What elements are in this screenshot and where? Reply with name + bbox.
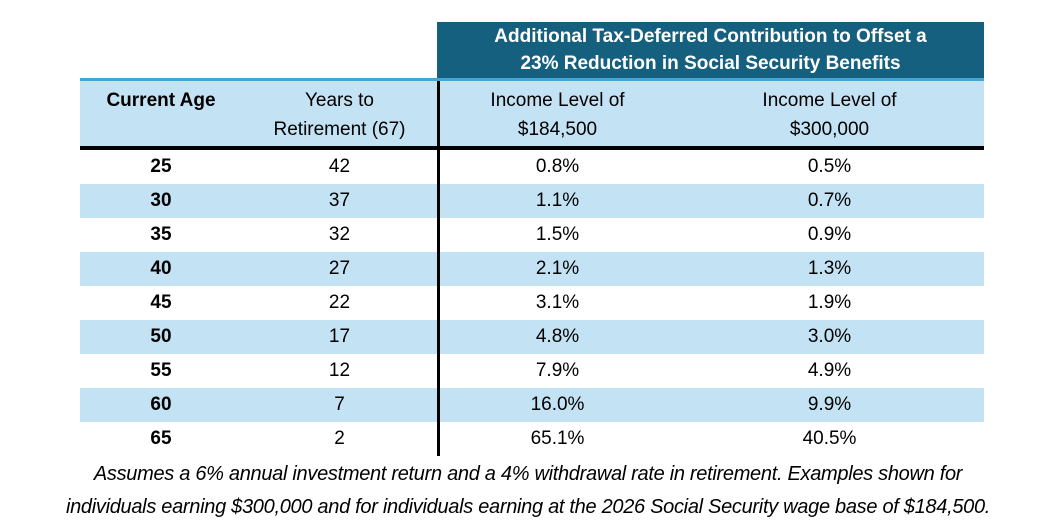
header-income1-line2: $184,500 (517, 119, 598, 140)
cell-income-184500: 1.5% (437, 218, 675, 252)
table-title-banner: Additional Tax-Deferred Contribution to … (437, 22, 984, 78)
cell-income-184500: 3.1% (437, 286, 675, 320)
cell-income-300000: 0.9% (807, 224, 852, 245)
table-row: 45 22 3.1% 1.9% (80, 286, 984, 320)
cell-years: 22 (328, 292, 351, 313)
cell-age: 65 (150, 428, 172, 449)
cell-age: 55 (150, 360, 172, 381)
cell-income-184500: 0.8% (437, 150, 675, 184)
cell-income-184500: 4.8% (437, 320, 675, 354)
banner-title-line1: Additional Tax-Deferred Contribution to … (494, 26, 927, 47)
cell-age: 60 (150, 394, 172, 415)
cell-age: 25 (150, 156, 172, 177)
cell-income-184500: 65.1% (437, 422, 675, 456)
cell-income-184500: 1.1% (437, 184, 675, 218)
table-row: 50 17 4.8% 3.0% (80, 320, 984, 354)
cell-income-300000: 4.9% (807, 360, 852, 381)
cell-years: 2 (334, 428, 345, 449)
table-body: 25 42 0.8% 0.5% 30 37 1.1% 0.7% 35 32 1.… (80, 150, 984, 456)
footnote-line1: Assumes a 6% annual investment return an… (93, 463, 963, 485)
header-years-line2: Retirement (67) (273, 119, 406, 140)
header-years-to-retirement: Years to Retirement (67) (242, 81, 437, 146)
cell-years: 32 (328, 224, 351, 245)
header-current-age: Current Age (106, 90, 216, 111)
cell-age: 40 (150, 258, 172, 279)
cell-income-184500: 7.9% (437, 354, 675, 388)
cell-income-300000: 0.5% (807, 156, 852, 177)
banner-title-line2: 23% Reduction in Social Security Benefit… (520, 53, 901, 74)
table-row: 65 2 65.1% 40.5% (80, 422, 984, 456)
cell-age: 45 (150, 292, 172, 313)
table-row: 60 7 16.0% 9.9% (80, 388, 984, 422)
cell-years: 7 (334, 394, 345, 415)
footnote: Assumes a 6% annual investment return an… (0, 458, 1056, 520)
cell-years: 12 (328, 360, 351, 381)
header-income2-line2: $300,000 (789, 119, 870, 140)
banner-row: Additional Tax-Deferred Contribution to … (80, 22, 984, 78)
cell-income-300000: 1.3% (807, 258, 852, 279)
table-row: 55 12 7.9% 4.9% (80, 354, 984, 388)
cell-age: 30 (150, 190, 172, 211)
header-income-300000: Income Level of $300,000 (675, 81, 984, 146)
cell-years: 37 (328, 190, 351, 211)
header-income1-line1: Income Level of (490, 90, 625, 111)
cell-income-300000: 0.7% (807, 190, 852, 211)
cell-income-184500: 2.1% (437, 252, 675, 286)
cell-income-300000: 40.5% (802, 428, 857, 449)
table-header-row: Current Age Years to Retirement (67) Inc… (80, 78, 984, 150)
table-row: 30 37 1.1% 0.7% (80, 184, 984, 218)
footnote-line2: individuals earning $300,000 and for ind… (65, 496, 991, 518)
table-row: 25 42 0.8% 0.5% (80, 150, 984, 184)
header-years-line1: Years to (304, 90, 374, 111)
contribution-table: Additional Tax-Deferred Contribution to … (80, 22, 984, 456)
header-income2-line1: Income Level of (762, 90, 897, 111)
table-row: 40 27 2.1% 1.3% (80, 252, 984, 286)
table-row: 35 32 1.5% 0.9% (80, 218, 984, 252)
cell-years: 17 (328, 326, 351, 347)
cell-income-184500: 16.0% (437, 388, 675, 422)
cell-income-300000: 9.9% (807, 394, 852, 415)
banner-spacer (80, 22, 437, 78)
header-income-184500: Income Level of $184,500 (437, 81, 675, 146)
cell-years: 27 (328, 258, 351, 279)
cell-income-300000: 3.0% (807, 326, 852, 347)
cell-age: 50 (150, 326, 172, 347)
cell-years: 42 (328, 156, 351, 177)
cell-age: 35 (150, 224, 172, 245)
cell-income-300000: 1.9% (807, 292, 852, 313)
